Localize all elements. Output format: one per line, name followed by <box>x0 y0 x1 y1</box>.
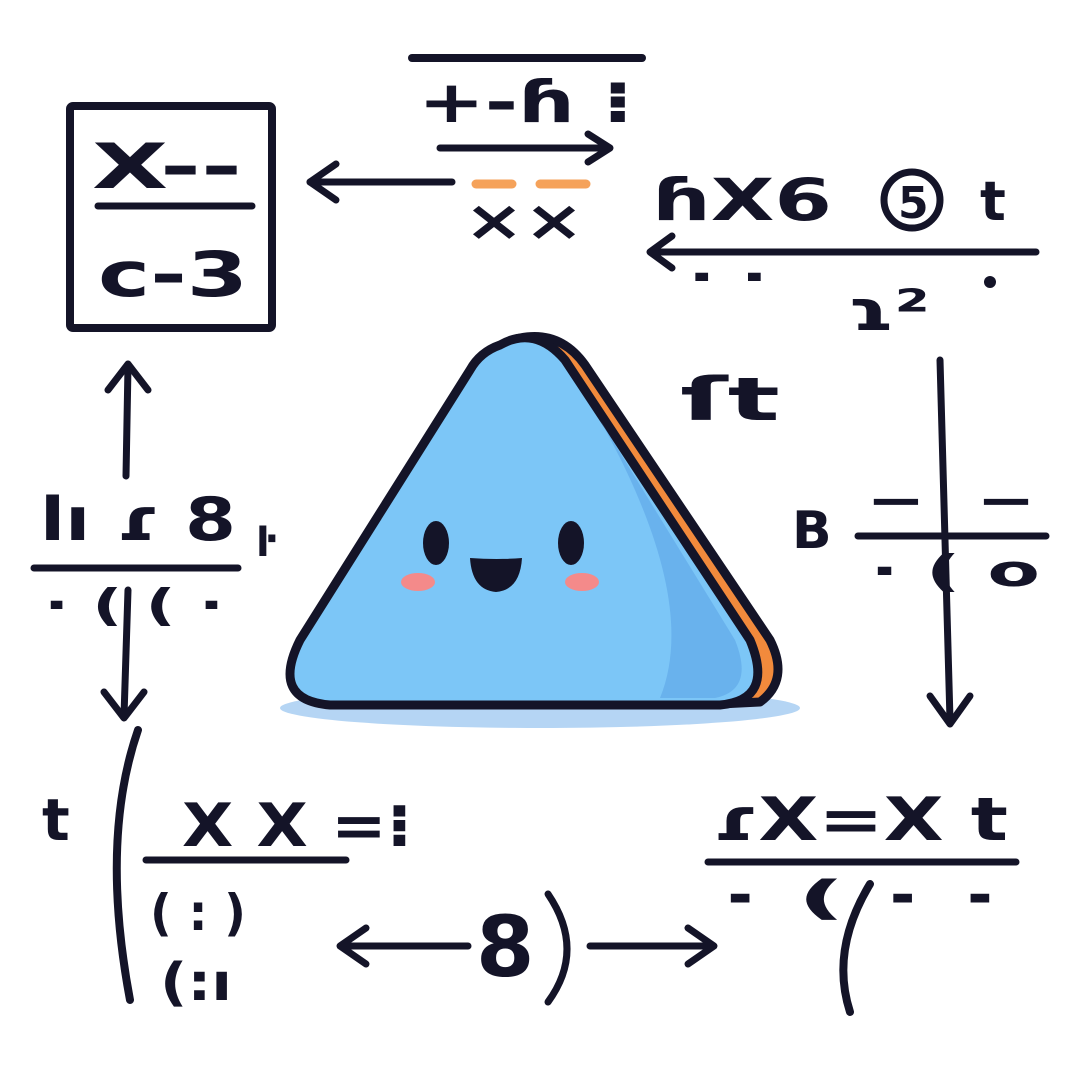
bracket <box>839 880 874 1016</box>
bracket <box>544 890 571 1006</box>
note-bottom-left-denominator: ( : ) <box>150 884 246 942</box>
note-top-right-numerator: ɦX6 <box>652 166 832 234</box>
arrow-icon <box>646 232 676 272</box>
note-top-left: X-- c-3 <box>66 102 276 332</box>
arrow-icon <box>336 924 370 968</box>
note-bottom-center: 8 <box>336 890 718 1006</box>
arrow-icon <box>100 586 148 722</box>
note-top-right: ɦX6 5 t · · ɿ² <box>646 166 1040 344</box>
note-left-middle-suffix: ŀ <box>256 520 278 566</box>
arrow-icon <box>926 356 974 728</box>
note-left-middle-numerator: lı ɾ 8 <box>40 485 236 555</box>
note-right-middle-prefix: B <box>792 501 832 561</box>
note-left-middle-denominator: · ( ( · <box>44 580 224 631</box>
note-top-right-denominator: · · <box>688 252 768 303</box>
note-top-left-numerator: X-- <box>92 130 242 203</box>
note-top-left-denominator: c-3 <box>98 238 248 311</box>
arrow-icon <box>306 160 456 204</box>
arrow-icon <box>104 360 152 480</box>
note-bottom-center-symbol: 8 <box>476 898 534 996</box>
circled-five-icon <box>880 168 944 232</box>
note-top-center: +-ɦ ⁝ ×× <box>408 54 646 254</box>
bracket <box>112 726 142 1004</box>
note-box <box>66 102 276 332</box>
note-bottom-left: t X X =⁝ ( : ) (:ı <box>42 726 412 1013</box>
note-top-right-circled: 5 <box>898 178 929 229</box>
note-right-middle: B - - · ( o <box>792 475 1050 597</box>
note-top-right-suffix: t <box>980 170 1006 233</box>
note-bottom-left-numerator: X X =⁝ <box>182 791 412 861</box>
note-right-middle-denominator: · ( o <box>870 546 1040 597</box>
note-right-middle-numerator: - - <box>866 475 1036 524</box>
mascot-right-blush <box>565 573 599 591</box>
note-bottom-right: ɾX=X t · ( · · <box>704 785 1020 1016</box>
note-left-middle: lı ɾ 8 ŀ · ( ( · <box>30 485 278 631</box>
arrow-icon <box>584 130 614 166</box>
mascot-shading <box>600 420 742 698</box>
note-bottom-left-sub: (:ı <box>160 953 232 1013</box>
note-top-right-sub: ɿ² <box>846 279 930 344</box>
mascot-body <box>285 333 763 710</box>
arrow-icon <box>684 924 718 968</box>
note-bottom-left-prefix: t <box>42 786 70 854</box>
mascot-right-eye <box>558 521 584 565</box>
note-top-center-denominator: ×× <box>464 189 584 254</box>
mascot-mouth <box>470 558 522 592</box>
note-bottom-right-numerator: ɾX=X t <box>712 785 1008 855</box>
mascot-left-eye <box>423 521 449 565</box>
note-top-center-numerator: +-ɦ ⁝ <box>418 68 633 136</box>
mascot-left-blush <box>401 573 435 591</box>
note-near-mascot: ſt <box>680 365 780 435</box>
triangle-mascot <box>280 332 800 728</box>
